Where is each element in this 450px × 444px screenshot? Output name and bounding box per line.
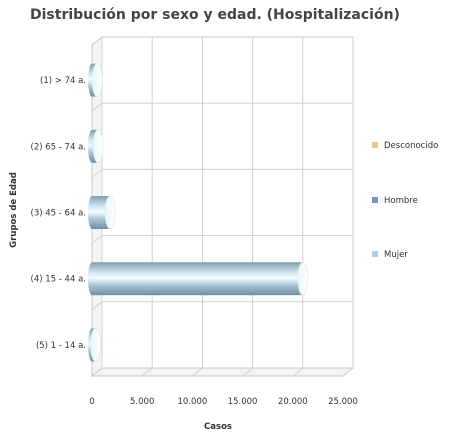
x-gridline-floor [192,367,203,377]
y-tick-label: (5) 1 - 14 a. [36,341,86,351]
x-tick-label: 25.000 [328,397,358,407]
y-axis-label: Grupos de Edad [9,172,19,248]
plot-grid [90,35,355,378]
back-wall [101,36,354,369]
bar-end-cap [91,63,103,97]
x-tick-label: 15.000 [228,397,258,407]
x-gridline-floor [242,367,253,377]
bar-base-cap [88,262,96,296]
legend-swatch [372,142,378,148]
x-tick-label: 0 [89,397,94,407]
bar-4 [88,261,309,296]
x-tick-label: 5.000 [130,397,154,407]
y-tick-label: (4) 15 - 44 a. [31,275,86,285]
y-separator [91,235,103,244]
x-axis-label: Casos [204,422,232,432]
legend-label: Mujer [384,250,408,260]
x-gridline-floor [292,367,304,377]
y-tick-label: (1) > 74 a. [40,76,86,86]
x-gridline-floor [141,367,153,377]
bar-end-cap [92,129,104,164]
bar-end-cap [297,261,309,296]
bar-end-cap [90,328,101,362]
bar-2 [88,129,104,164]
y-separator [91,169,103,178]
y-separator [91,301,103,311]
legend-item: Hombre [372,196,418,206]
axis-labels: (1) > 74 a. (2) 65 - 74 a. (3) 45 - 64 a. (… [31,76,358,407]
x-tick-label: 10.000 [178,397,208,407]
y-tick-label: (2) 65 - 74 a. [31,142,86,152]
legend-label: Desconocido [384,141,438,151]
bar-5 [88,328,101,362]
bar-3 [88,195,116,230]
bar-end-cap [104,195,116,230]
legend-swatch [372,251,378,257]
legend-swatch [372,197,378,203]
x-tick-label: 20.000 [278,397,308,407]
y-separator [91,102,103,112]
bar-body [92,262,303,296]
legend-item: Mujer [372,250,408,260]
bar-base-cap [88,196,96,229]
floor-wall [90,367,355,377]
bars [88,63,309,362]
y-tick-label: (3) 45 - 64 a. [31,209,86,219]
legend-label: Hombre [384,196,418,206]
x-gridline-floor [342,367,354,377]
legend-item: Desconocido [372,141,438,151]
x-gridline-floor [91,367,103,377]
legend: Desconocido Hombre Mujer [372,141,438,260]
chart-title: Distribución por sexo y edad. (Hospitali… [30,7,400,23]
bar-1 [88,63,103,97]
